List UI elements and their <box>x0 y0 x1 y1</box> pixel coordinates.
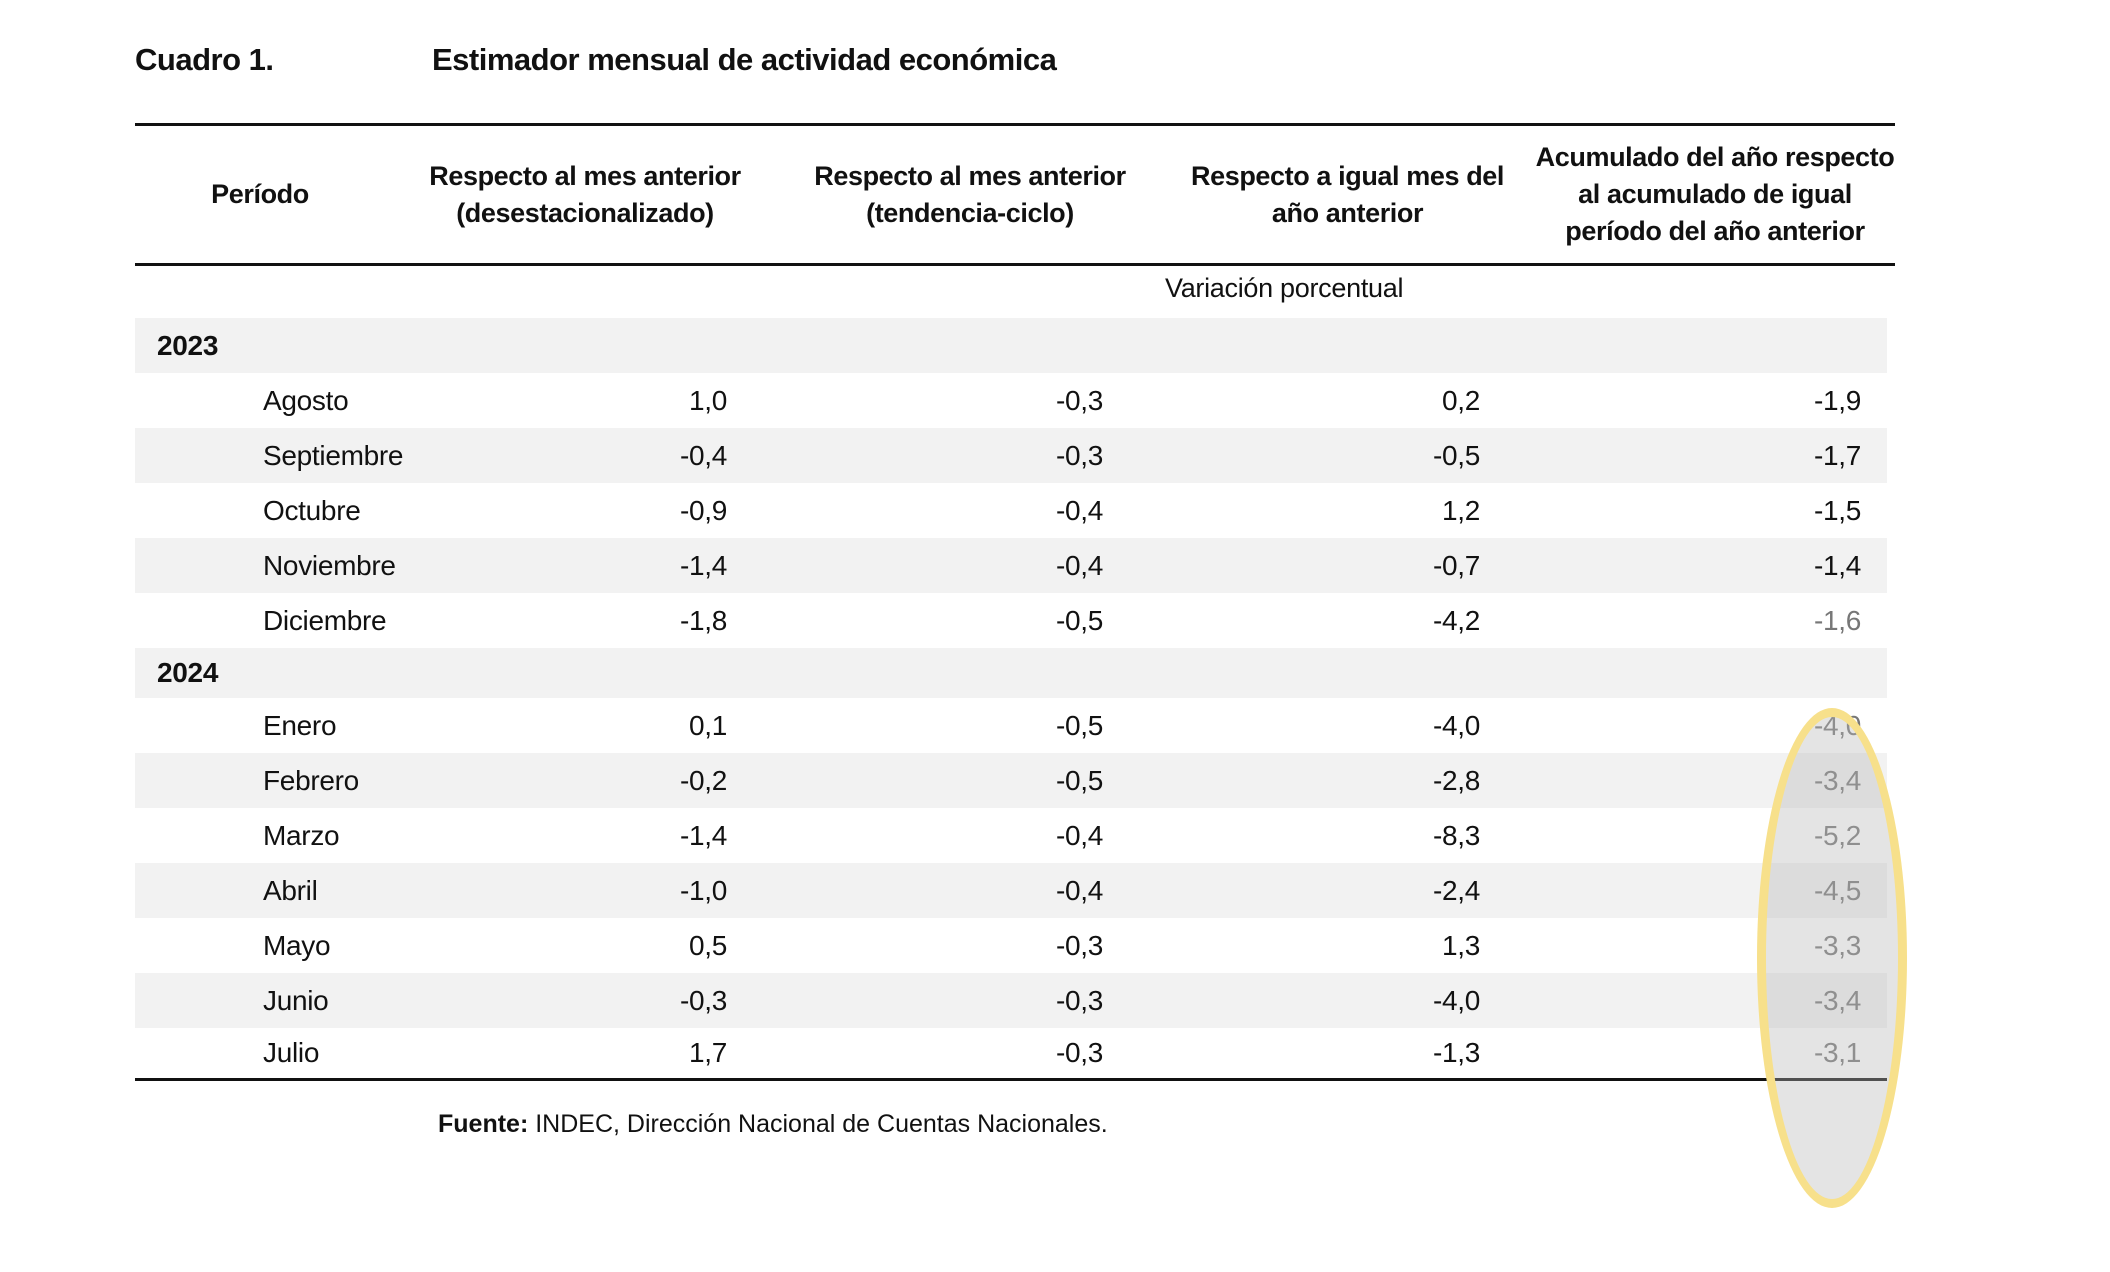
value-trend-cycle: -0,3 <box>1055 1037 1103 1068</box>
value-seasonally-adjusted: -0,2 <box>679 764 727 796</box>
value-cumulative: -1,9 <box>1813 384 1861 416</box>
value-cumulative-highlighted: -4,0 <box>1813 709 1861 741</box>
value-trend-cycle: -0,3 <box>1055 384 1103 416</box>
value-year-over-year: -2,4 <box>1432 874 1480 906</box>
value-trend-cycle: -0,4 <box>1055 494 1103 526</box>
value-cumulative-highlighted: -5,2 <box>1813 819 1861 851</box>
value-trend-cycle: -0,5 <box>1055 764 1103 796</box>
value-seasonally-adjusted: 1,0 <box>688 384 727 416</box>
header-year-over-year: Respecto a igual mes del año anterior <box>1160 126 1535 263</box>
table-row: Septiembre -0,4 -0,3 -0,5 -1,7 <box>135 428 1887 483</box>
table-row: Mayo 0,5 -0,3 1,3 -3,3 <box>135 918 1887 973</box>
month-label: Febrero <box>263 764 359 796</box>
value-cumulative: -1,7 <box>1813 439 1861 471</box>
value-trend-cycle: -0,4 <box>1055 874 1103 906</box>
year-label: 2023 <box>157 329 219 361</box>
table-row: Junio -0,3 -0,3 -4,0 -3,4 <box>135 973 1887 1028</box>
value-trend-cycle: -0,4 <box>1055 819 1103 851</box>
table-row: Agosto 1,0 -0,3 0,2 -1,9 <box>135 373 1887 428</box>
table-row: Enero 0,1 -0,5 -4,0 -4,0 <box>135 698 1887 753</box>
value-year-over-year: 1,2 <box>1441 494 1480 526</box>
value-seasonally-adjusted: -1,4 <box>679 549 727 581</box>
value-trend-cycle: -0,3 <box>1055 929 1103 961</box>
value-cumulative: -1,5 <box>1813 494 1861 526</box>
value-cumulative-highlighted: -3,4 <box>1813 764 1861 796</box>
table-row: Julio 1,7 -0,3 -1,3 -3,1 <box>135 1028 1887 1078</box>
header-year-over-year-text: Respecto a igual mes del año anterior <box>1190 160 1505 228</box>
table-row: Octubre -0,9 -0,4 1,2 -1,5 <box>135 483 1887 538</box>
month-label: Diciembre <box>263 604 387 636</box>
value-trend-cycle: -0,3 <box>1055 439 1103 471</box>
month-label: Octubre <box>263 494 361 526</box>
header-periodo-text: Período <box>211 179 309 209</box>
header-cumulative-text: Acumulado del año respecto al acumulado … <box>1535 142 1895 246</box>
source-note: Fuente: INDEC, Dirección Nacional de Cue… <box>438 1110 1108 1139</box>
table-title: Estimador mensual de actividad económica <box>432 42 1057 77</box>
value-year-over-year: -2,8 <box>1432 764 1480 796</box>
value-year-over-year: -4,0 <box>1432 984 1480 1016</box>
year-label: 2024 <box>157 657 219 688</box>
value-cumulative-highlighted: -1,6 <box>1813 604 1861 636</box>
value-year-over-year: -0,5 <box>1432 439 1480 471</box>
value-trend-cycle: -0,5 <box>1055 604 1103 636</box>
unit-label: Variación porcentual <box>1165 273 1404 303</box>
year-row-2023: 2023 <box>135 318 1887 373</box>
value-trend-cycle: -0,4 <box>1055 549 1103 581</box>
value-year-over-year: 0,2 <box>1441 384 1480 416</box>
table-header-rule <box>135 263 1895 266</box>
header-trend-cycle: Respecto al mes anterior (tendencia-cicl… <box>785 126 1155 263</box>
source-label: Fuente: <box>438 1110 529 1138</box>
value-seasonally-adjusted: -1,4 <box>679 819 727 851</box>
header-trend-cycle-text: Respecto al mes anterior (tendencia-cicl… <box>814 160 1126 228</box>
value-cumulative-highlighted: -3,4 <box>1813 984 1861 1016</box>
value-trend-cycle: -0,5 <box>1055 709 1103 741</box>
month-label: Agosto <box>263 384 349 416</box>
value-cumulative: -1,4 <box>1813 549 1861 581</box>
value-seasonally-adjusted: -1,8 <box>679 604 727 636</box>
month-label: Julio <box>263 1037 320 1068</box>
month-label: Marzo <box>263 819 340 851</box>
value-year-over-year: -4,2 <box>1432 604 1480 636</box>
table-bottom-rule <box>135 1078 1887 1081</box>
table-row: Marzo -1,4 -0,4 -8,3 -5,2 <box>135 808 1887 863</box>
header-seasonally-adjusted-text: Respecto al mes anterior (desestacionali… <box>429 160 741 228</box>
header-seasonally-adjusted: Respecto al mes anterior (desestacionali… <box>390 126 780 263</box>
month-label: Junio <box>263 984 329 1016</box>
value-seasonally-adjusted: -0,9 <box>679 494 727 526</box>
header-periodo: Período <box>135 126 385 263</box>
month-label: Mayo <box>263 929 331 961</box>
value-cumulative-highlighted: -3,3 <box>1813 929 1861 961</box>
table-row: Abril -1,0 -0,4 -2,4 -4,5 <box>135 863 1887 918</box>
month-label: Noviembre <box>263 549 396 581</box>
table-title-number: Cuadro 1. <box>135 42 274 77</box>
value-year-over-year: -4,0 <box>1432 709 1480 741</box>
value-seasonally-adjusted: -1,0 <box>679 874 727 906</box>
value-year-over-year: -0,7 <box>1432 549 1480 581</box>
month-label: Septiembre <box>263 439 404 471</box>
month-label: Enero <box>263 709 337 741</box>
table-row: Diciembre -1,8 -0,5 -4,2 -1,6 <box>135 593 1887 648</box>
value-cumulative-highlighted: -4,5 <box>1813 874 1861 906</box>
table-row: Noviembre -1,4 -0,4 -0,7 -1,4 <box>135 538 1887 593</box>
header-cumulative: Acumulado del año respecto al acumulado … <box>1535 126 1895 263</box>
value-cumulative-highlighted: -3,1 <box>1813 1037 1861 1068</box>
value-year-over-year: 1,3 <box>1441 929 1480 961</box>
value-seasonally-adjusted: 1,7 <box>688 1037 727 1068</box>
table-row: Febrero -0,2 -0,5 -2,8 -3,4 <box>135 753 1887 808</box>
value-seasonally-adjusted: 0,5 <box>688 929 727 961</box>
table-top-rule <box>135 123 1895 126</box>
value-seasonally-adjusted: 0,1 <box>688 709 727 741</box>
value-year-over-year: -8,3 <box>1432 819 1480 851</box>
value-seasonally-adjusted: -0,4 <box>679 439 727 471</box>
year-row-2024: 2024 <box>135 648 1887 698</box>
source-text: INDEC, Dirección Nacional de Cuentas Nac… <box>528 1110 1108 1138</box>
value-year-over-year: -1,3 <box>1432 1037 1480 1068</box>
value-trend-cycle: -0,3 <box>1055 984 1103 1016</box>
month-label: Abril <box>263 874 318 906</box>
value-seasonally-adjusted: -0,3 <box>679 984 727 1016</box>
